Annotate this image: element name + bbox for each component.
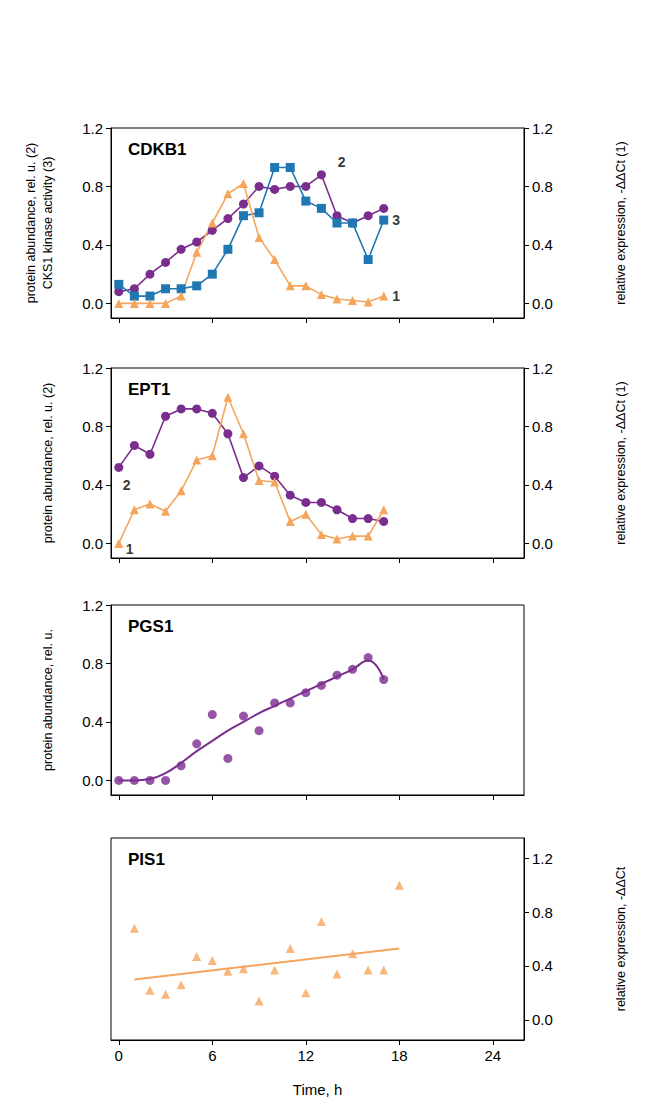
svg-text:Time, h: Time, h xyxy=(293,1081,342,1098)
svg-text:0.0: 0.0 xyxy=(532,535,553,552)
svg-text:0.8: 0.8 xyxy=(532,178,553,195)
svg-text:0.8: 0.8 xyxy=(82,655,103,672)
svg-text:1.2: 1.2 xyxy=(82,120,103,137)
svg-text:CKS1 kinase activity (3): CKS1 kinase activity (3) xyxy=(41,157,55,290)
svg-text:0.8: 0.8 xyxy=(82,178,103,195)
svg-text:relative expression, -ΔΔCt (1): relative expression, -ΔΔCt (1) xyxy=(614,381,628,544)
svg-text:relative expression, -ΔΔCt: relative expression, -ΔΔCt xyxy=(614,866,628,1011)
svg-text:1.2: 1.2 xyxy=(532,360,553,377)
svg-text:0.0: 0.0 xyxy=(532,295,553,312)
svg-text:0.0: 0.0 xyxy=(82,772,103,789)
svg-text:CDKB1: CDKB1 xyxy=(128,140,187,159)
svg-text:PIS1: PIS1 xyxy=(128,850,165,869)
svg-text:0.8: 0.8 xyxy=(532,418,553,435)
svg-text:1.2: 1.2 xyxy=(82,597,103,614)
svg-text:0.4: 0.4 xyxy=(82,476,103,493)
svg-text:12: 12 xyxy=(297,1047,314,1064)
svg-text:1.2: 1.2 xyxy=(532,850,553,867)
svg-text:0.4: 0.4 xyxy=(532,236,553,253)
svg-text:0: 0 xyxy=(115,1047,123,1064)
svg-text:protein abundance, rel. u. (2): protein abundance, rel. u. (2) xyxy=(24,143,38,304)
svg-text:24: 24 xyxy=(484,1047,501,1064)
svg-text:0.4: 0.4 xyxy=(82,713,103,730)
svg-text:1: 1 xyxy=(126,541,134,557)
svg-text:0.4: 0.4 xyxy=(532,476,553,493)
svg-text:0.8: 0.8 xyxy=(532,904,553,921)
svg-text:6: 6 xyxy=(208,1047,216,1064)
svg-text:1.2: 1.2 xyxy=(82,360,103,377)
svg-text:0.0: 0.0 xyxy=(82,295,103,312)
svg-text:0.0: 0.0 xyxy=(532,1011,553,1028)
svg-text:2: 2 xyxy=(123,477,131,493)
svg-text:0.4: 0.4 xyxy=(532,957,553,974)
svg-text:18: 18 xyxy=(391,1047,408,1064)
svg-text:1: 1 xyxy=(392,288,400,304)
svg-text:protein abundance, rel. u. (2): protein abundance, rel. u. (2) xyxy=(41,383,55,544)
svg-text:0.4: 0.4 xyxy=(82,236,103,253)
svg-text:0.0: 0.0 xyxy=(82,535,103,552)
svg-text:1.2: 1.2 xyxy=(532,120,553,137)
svg-text:protein abundance, rel. u.: protein abundance, rel. u. xyxy=(41,629,55,771)
svg-text:2: 2 xyxy=(338,154,346,170)
svg-text:EPT1: EPT1 xyxy=(128,380,171,399)
svg-text:PGS1: PGS1 xyxy=(128,617,173,636)
svg-text:3: 3 xyxy=(392,212,400,228)
svg-text:0.8: 0.8 xyxy=(82,418,103,435)
svg-text:relative expression, -ΔΔCt (1): relative expression, -ΔΔCt (1) xyxy=(614,141,628,304)
